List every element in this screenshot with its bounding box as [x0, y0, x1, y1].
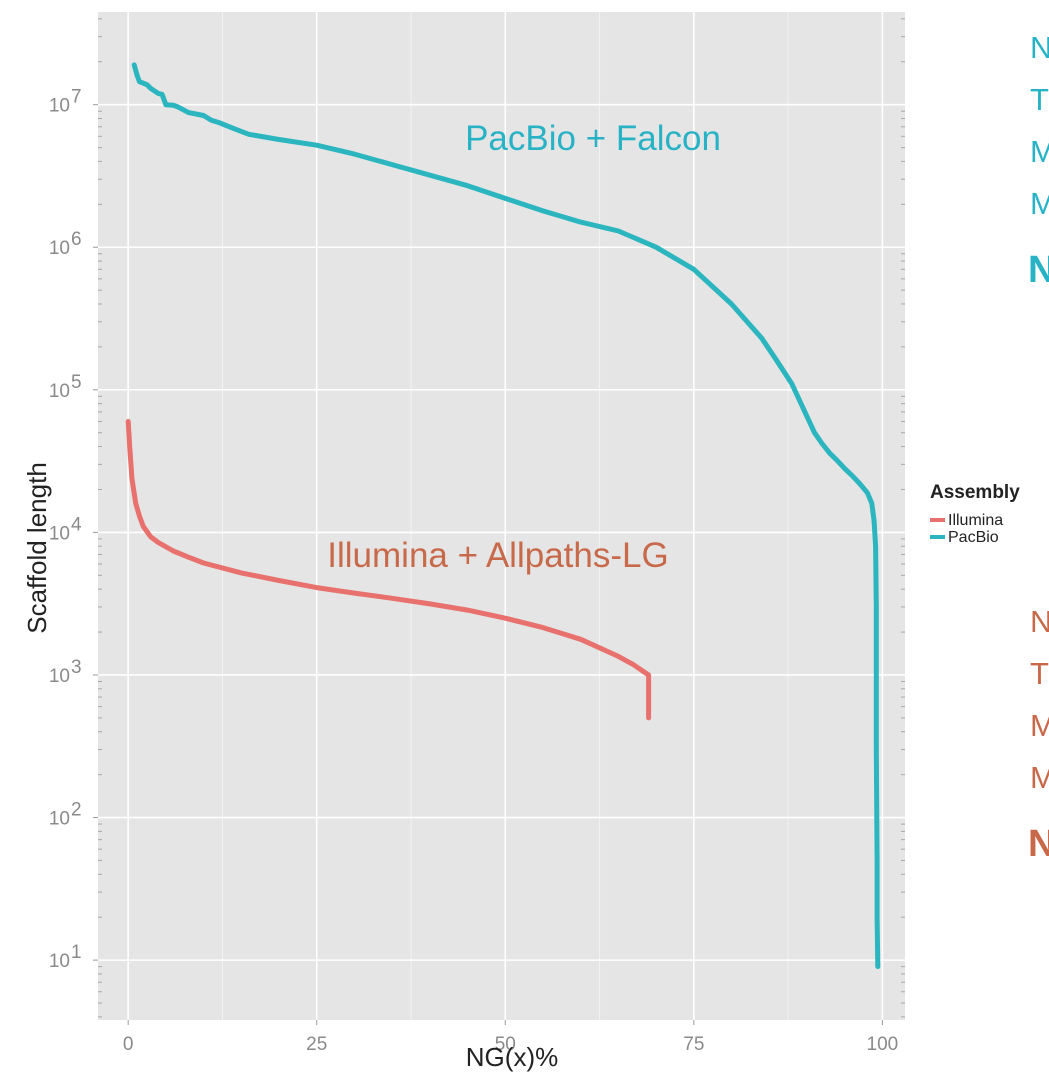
x-tick-label: 25: [306, 1034, 327, 1055]
y-axis-title: Scaffold length: [22, 462, 52, 634]
x-axis-title: NG(x)%: [466, 1042, 558, 1072]
y-tick-exponent: 5: [71, 372, 82, 393]
series-lines: [125, 62, 881, 970]
x-tick-label: 50: [495, 1034, 516, 1055]
y-tick-label: 10: [49, 238, 70, 259]
plot-panel: [98, 12, 905, 1020]
series-line-illumina: [125, 419, 652, 721]
y-tick-exponent: 3: [71, 657, 82, 678]
y-tick-label: 10: [49, 96, 70, 117]
side-text-line: M: [1030, 708, 1049, 743]
y-tick-exponent: 2: [71, 800, 82, 821]
x-tick-label: 0: [123, 1034, 134, 1055]
y-tick-label: 10: [49, 951, 70, 972]
side-text-bold: N: [1028, 249, 1049, 291]
y-tick-label: 10: [49, 666, 70, 687]
side-text-line: T: [1030, 656, 1049, 691]
annotation-illumina: Illumina + Allpaths-LG: [327, 536, 668, 575]
x-tick-label: 75: [683, 1034, 704, 1055]
annotation-pacbio: PacBio + Falcon: [465, 119, 721, 158]
y-tick-label: 10: [49, 381, 70, 402]
side-text-line: M: [1030, 760, 1049, 795]
legend-title: Assembly: [930, 482, 1020, 503]
side-text-illumina: N T M M N: [1028, 604, 1049, 865]
side-text-line: T: [1030, 82, 1049, 117]
side-text-pacbio: N T M M N: [1028, 30, 1049, 291]
series-line-pacbio: [131, 62, 881, 970]
side-text-bold: N: [1028, 823, 1049, 865]
side-text-line: M: [1030, 134, 1049, 169]
side-text-line: N: [1030, 604, 1049, 639]
y-tick-exponent: 1: [71, 942, 82, 963]
legend: Assembly Illumina PacBio: [930, 482, 1020, 546]
y-tick-exponent: 4: [71, 514, 82, 535]
side-text-line: M: [1030, 186, 1049, 221]
y-tick-exponent: 6: [71, 229, 82, 250]
side-text-line: N: [1030, 30, 1049, 65]
legend-label-illumina: Illumina: [948, 512, 1003, 529]
y-tick-exponent: 7: [71, 87, 82, 108]
y-tick-label: 10: [49, 523, 70, 544]
y-tick-label: 10: [49, 809, 70, 830]
legend-label-pacbio: PacBio: [948, 529, 999, 546]
x-tick-label: 100: [867, 1034, 899, 1055]
grid-lines: [98, 12, 905, 1020]
